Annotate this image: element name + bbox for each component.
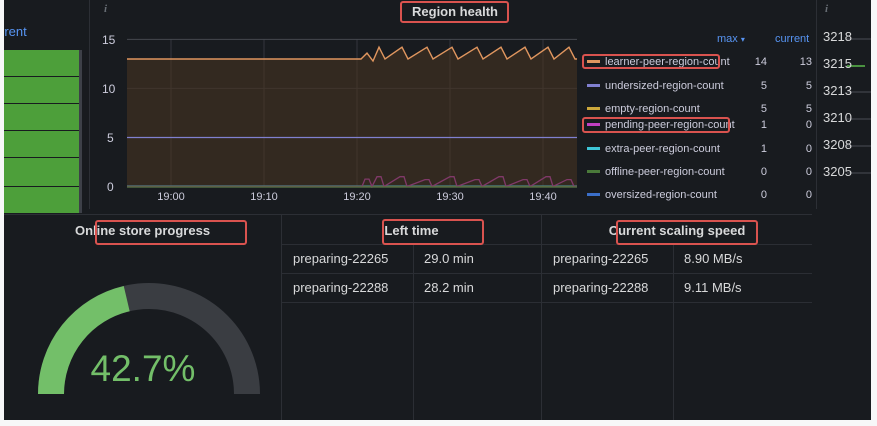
svg-text:19:40: 19:40	[529, 191, 557, 203]
svg-text:19:00: 19:00	[157, 191, 185, 203]
svg-text:19:10: 19:10	[250, 191, 278, 203]
svg-text:19:20: 19:20	[343, 191, 371, 203]
svg-text:19:30: 19:30	[436, 191, 464, 203]
